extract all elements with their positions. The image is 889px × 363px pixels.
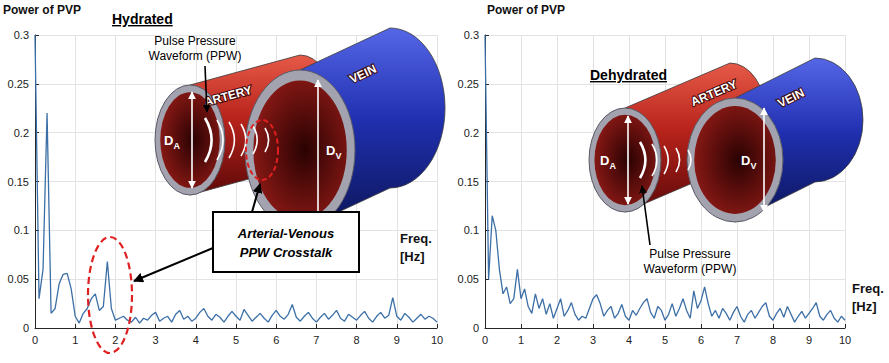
svg-text:Dehydrated: Dehydrated bbox=[590, 67, 667, 83]
svg-text:0.3: 0.3 bbox=[464, 29, 479, 41]
svg-text:Arterial-Venous: Arterial-Venous bbox=[237, 226, 334, 241]
svg-text:6: 6 bbox=[698, 334, 704, 346]
svg-text:4: 4 bbox=[193, 334, 199, 346]
svg-text:0.15: 0.15 bbox=[458, 176, 479, 188]
svg-text:PPW Crosstalk: PPW Crosstalk bbox=[240, 245, 333, 260]
svg-text:DV: DV bbox=[741, 153, 756, 171]
svg-text:0: 0 bbox=[473, 322, 479, 334]
svg-text:0.3: 0.3 bbox=[14, 29, 29, 41]
svg-text:DV: DV bbox=[326, 143, 341, 161]
svg-text:3: 3 bbox=[153, 334, 159, 346]
svg-text:0.2: 0.2 bbox=[464, 127, 479, 139]
svg-text:DA: DA bbox=[600, 153, 616, 171]
svg-text:0.1: 0.1 bbox=[14, 224, 29, 236]
svg-text:Power of PVP: Power of PVP bbox=[487, 3, 565, 17]
svg-text:0.05: 0.05 bbox=[458, 273, 479, 285]
svg-text:Power of PVP: Power of PVP bbox=[3, 3, 81, 17]
svg-text:0: 0 bbox=[482, 334, 488, 346]
svg-text:DA: DA bbox=[164, 133, 180, 151]
svg-text:6: 6 bbox=[273, 334, 279, 346]
svg-text:ARTERY: ARTERY bbox=[689, 77, 739, 109]
svg-text:0.15: 0.15 bbox=[8, 176, 29, 188]
svg-text:7: 7 bbox=[313, 334, 319, 346]
svg-text:2: 2 bbox=[112, 334, 118, 346]
svg-text:10: 10 bbox=[839, 334, 851, 346]
svg-text:0.25: 0.25 bbox=[8, 78, 29, 90]
svg-text:8: 8 bbox=[770, 334, 776, 346]
svg-text:Waveform (PPW): Waveform (PPW) bbox=[149, 49, 242, 63]
svg-text:2: 2 bbox=[554, 334, 560, 346]
svg-text:7: 7 bbox=[734, 334, 740, 346]
svg-text:VEIN: VEIN bbox=[775, 85, 806, 110]
svg-text:4: 4 bbox=[626, 334, 632, 346]
svg-text:0: 0 bbox=[23, 322, 29, 334]
svg-text:0.25: 0.25 bbox=[458, 78, 479, 90]
svg-text:Pulse Pressure: Pulse Pressure bbox=[154, 34, 236, 48]
svg-text:0.1: 0.1 bbox=[464, 224, 479, 236]
svg-text:Freq.: Freq. bbox=[400, 231, 432, 246]
svg-text:[Hz]: [Hz] bbox=[852, 299, 877, 314]
svg-text:Freq.: Freq. bbox=[852, 281, 884, 296]
svg-text:Waveform (PPW): Waveform (PPW) bbox=[644, 262, 737, 276]
svg-text:VEIN: VEIN bbox=[347, 62, 378, 87]
svg-text:ARTERY: ARTERY bbox=[203, 83, 254, 109]
svg-text:0: 0 bbox=[32, 334, 38, 346]
svg-text:0.05: 0.05 bbox=[8, 273, 29, 285]
svg-text:[Hz]: [Hz] bbox=[400, 249, 425, 264]
svg-text:3: 3 bbox=[590, 334, 596, 346]
svg-text:1: 1 bbox=[72, 334, 78, 346]
svg-text:0.2: 0.2 bbox=[14, 127, 29, 139]
svg-text:Pulse Pressure: Pulse Pressure bbox=[649, 247, 731, 261]
svg-text:8: 8 bbox=[354, 334, 360, 346]
svg-text:5: 5 bbox=[233, 334, 239, 346]
svg-text:1: 1 bbox=[518, 334, 524, 346]
svg-text:5: 5 bbox=[662, 334, 668, 346]
svg-text:9: 9 bbox=[806, 334, 812, 346]
svg-text:10: 10 bbox=[431, 334, 443, 346]
svg-text:Hydrated: Hydrated bbox=[112, 11, 173, 27]
svg-text:9: 9 bbox=[394, 334, 400, 346]
